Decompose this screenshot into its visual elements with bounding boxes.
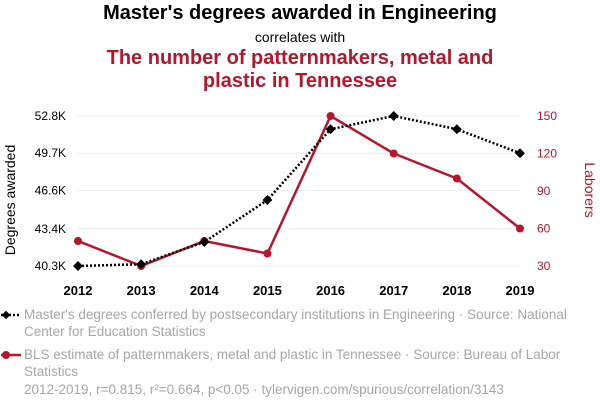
laborers-point-2019 <box>516 224 524 233</box>
y-tick-right-30: 30 <box>537 259 551 273</box>
laborers-point-2012 <box>74 237 82 245</box>
series-degrees-line <box>77 114 521 268</box>
y-tick-right-120: 120 <box>537 147 557 161</box>
legend-laborers-label: BLS estimate of patternmakers, metal and… <box>24 347 561 379</box>
x-tick-2014: 2014 <box>190 283 220 298</box>
legend-degrees-label: Master's degrees conferred by postsecond… <box>24 307 567 339</box>
y-tick-right-150: 150 <box>537 109 557 123</box>
y-tick-right-60: 60 <box>537 222 551 236</box>
x-tick-2017: 2017 <box>379 283 408 298</box>
laborers-point-2016 <box>326 112 335 120</box>
y-tick-right-90: 90 <box>537 184 551 198</box>
y-axis-label-left: Degrees awarded <box>2 145 18 256</box>
x-tick-2015: 2015 <box>253 283 282 298</box>
chart-title-secondary: The number of patternmakers, metal and p… <box>106 47 494 92</box>
degrees-point-2015 <box>262 195 273 205</box>
series-laborers-line <box>77 114 521 268</box>
x-tick-2019: 2019 <box>506 283 535 298</box>
laborers-point-2017 <box>389 149 398 158</box>
laborers-point-2015 <box>263 249 272 258</box>
laborers-point-2018 <box>452 174 461 183</box>
degrees-point-2014 <box>199 237 210 247</box>
y-axis-label-right: Laborers <box>582 162 598 217</box>
degrees-point-2012 <box>73 261 83 271</box>
chart-subtitle: correlates with <box>254 29 346 45</box>
legend-degrees-swatch <box>1 310 21 320</box>
legend-laborers-swatch <box>1 351 21 359</box>
line-chart: 40.3K 43.4K 46.6K 49.7K 52.8K 30 60 90 120 150 201… <box>2 109 598 298</box>
y-tick-left-46.6K: 46.6K <box>35 183 66 197</box>
degrees-point-2013 <box>136 259 147 270</box>
footer-stats: 2012-2019, r=0.815, r²=0.664, p<0.05 · t… <box>24 382 504 397</box>
y-tick-left-43.4K: 43.4K <box>35 222 66 236</box>
degrees-point-2019 <box>515 148 525 159</box>
chart-title: Master's degrees awarded in Engineering <box>103 2 497 24</box>
x-tick-2018: 2018 <box>442 283 471 298</box>
y-tick-left-52.8K: 52.8K <box>35 109 66 123</box>
degrees-point-2017 <box>388 111 399 121</box>
y-tick-left-49.7K: 49.7K <box>35 146 66 160</box>
x-tick-2016: 2016 <box>316 283 345 298</box>
degrees-point-2018 <box>451 124 462 135</box>
x-tick-2013: 2013 <box>127 283 156 298</box>
x-tick-2012: 2012 <box>64 283 93 298</box>
y-tick-left-40.3K: 40.3K <box>35 259 66 273</box>
